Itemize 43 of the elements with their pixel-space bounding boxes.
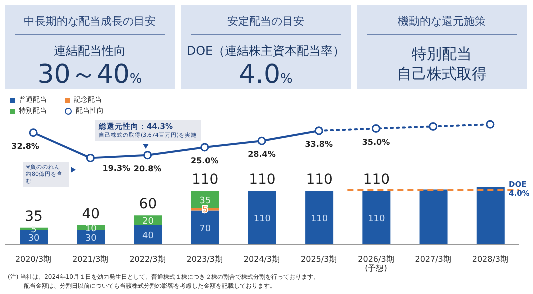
data-label: 110	[368, 214, 386, 225]
x-tick-label: 2027/3期	[415, 255, 452, 264]
data-label: 110	[254, 214, 272, 225]
total-label: 35	[25, 208, 43, 225]
text: 4.0%	[239, 60, 293, 90]
total-label: 110	[306, 172, 333, 188]
data-label: 28.4%	[248, 150, 276, 160]
total-label: 110	[363, 172, 390, 188]
data-label: 35	[200, 196, 212, 206]
x-tick-label: 2025/3期	[301, 255, 338, 264]
text: 安定配当の目安	[226, 14, 306, 29]
x-tick-label: 2028/3期	[472, 255, 509, 264]
data-label: 70	[200, 224, 212, 234]
x-tick-label: 2020/3期	[15, 255, 52, 264]
data-label: 25.0%	[191, 156, 219, 166]
x-tick-label: 2022/3期	[130, 255, 166, 264]
text: 中長期的な配当成長の目安	[23, 14, 157, 29]
data-label: 33.8%	[305, 140, 333, 149]
text: 30～40%	[38, 60, 142, 90]
total-label: 40	[82, 206, 100, 222]
data-label: 19.3%	[102, 164, 131, 174]
x-tick-label: 2023/3期	[186, 255, 223, 264]
total-label: 110	[249, 172, 276, 188]
data-label: 20.8%	[134, 164, 162, 174]
data-label: 32.8%	[12, 142, 40, 151]
data-label: 5	[31, 226, 37, 236]
text: DOE（連結株主資本配当率）	[186, 43, 346, 60]
text: 連結配当性向	[53, 43, 127, 60]
text: 自己株式取得	[396, 64, 488, 84]
x-tick-label: 2021/3期	[72, 255, 109, 264]
data-label: 40	[142, 232, 154, 242]
data-label: 30	[28, 234, 40, 244]
data-label: 5	[202, 205, 208, 216]
data-label: 110	[310, 214, 328, 225]
x-tick-label: 2026/3期 (予想)	[358, 255, 394, 273]
x-tick-label: 2024/3期	[244, 255, 280, 264]
text: 特別配当	[411, 45, 473, 64]
data-label: 35.0%	[362, 138, 390, 147]
total-label: 110	[192, 172, 219, 188]
data-label: 30	[85, 234, 98, 244]
total-label: 60	[139, 196, 158, 213]
data-label: 20	[142, 217, 154, 228]
text: 機動的な還元施策	[397, 14, 487, 29]
